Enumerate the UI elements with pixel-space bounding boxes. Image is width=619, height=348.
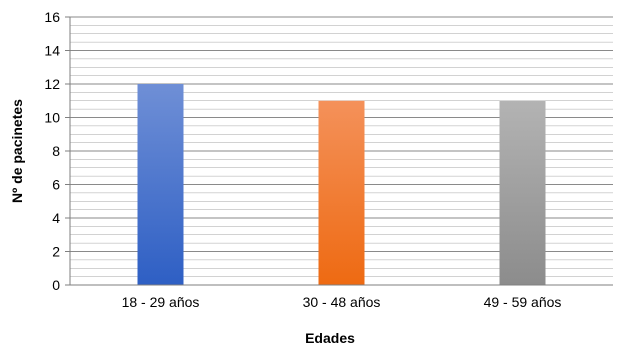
bar-2 — [318, 100, 365, 285]
y-tick-label: 4 — [52, 210, 60, 226]
tick-labels: 0 2 4 6 8 10 12 14 16 18 - 29 años 30 - 48 años 49 … — [44, 9, 561, 310]
y-tick-label: 6 — [52, 177, 60, 193]
y-tick-label: 16 — [44, 9, 60, 25]
y-tick-label: 14 — [44, 43, 60, 59]
axes — [65, 16, 613, 286]
y-tick-label: 8 — [52, 143, 60, 159]
y-axis-title: Nº de pacinetes — [9, 99, 25, 203]
x-tick-label: 30 - 48 años — [303, 294, 381, 310]
y-tick-label: 10 — [44, 110, 60, 126]
x-tick-label: 49 - 59 años — [484, 294, 562, 310]
y-tick-label: 2 — [52, 244, 60, 260]
y-tick-label: 12 — [44, 76, 60, 92]
x-tick-label: 18 - 29 años — [122, 294, 200, 310]
y-tick-label: 0 — [52, 277, 60, 293]
bars — [137, 84, 546, 285]
bar-3 — [499, 100, 546, 285]
bar-1 — [137, 84, 184, 285]
x-axis-title: Edades — [305, 330, 355, 346]
